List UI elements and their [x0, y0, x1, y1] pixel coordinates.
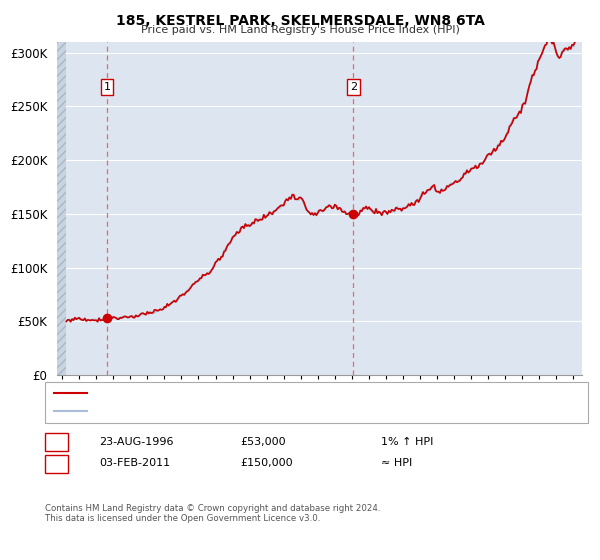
Text: 185, KESTREL PARK, SKELMERSDALE, WN8 6TA: 185, KESTREL PARK, SKELMERSDALE, WN8 6TA: [116, 14, 484, 28]
Text: Price paid vs. HM Land Registry's House Price Index (HPI): Price paid vs. HM Land Registry's House …: [140, 25, 460, 35]
Text: 1: 1: [53, 437, 60, 447]
Text: 03-FEB-2011: 03-FEB-2011: [99, 458, 170, 468]
Text: 185, KESTREL PARK, SKELMERSDALE, WN8 6TA (semi-detached house): 185, KESTREL PARK, SKELMERSDALE, WN8 6TA…: [93, 389, 439, 398]
Text: 23-AUG-1996: 23-AUG-1996: [99, 437, 173, 447]
Text: £53,000: £53,000: [240, 437, 286, 447]
Text: ≈ HPI: ≈ HPI: [381, 458, 412, 468]
Text: £150,000: £150,000: [240, 458, 293, 468]
Text: 2: 2: [350, 82, 357, 92]
Text: 1: 1: [104, 82, 110, 92]
Text: Contains HM Land Registry data © Crown copyright and database right 2024.: Contains HM Land Registry data © Crown c…: [45, 504, 380, 513]
Text: This data is licensed under the Open Government Licence v3.0.: This data is licensed under the Open Gov…: [45, 514, 320, 523]
Text: 1% ↑ HPI: 1% ↑ HPI: [381, 437, 433, 447]
Bar: [57, 42, 65, 375]
Text: 2: 2: [53, 458, 60, 468]
Text: HPI: Average price, semi-detached house, West Lancashire: HPI: Average price, semi-detached house,…: [93, 407, 381, 416]
